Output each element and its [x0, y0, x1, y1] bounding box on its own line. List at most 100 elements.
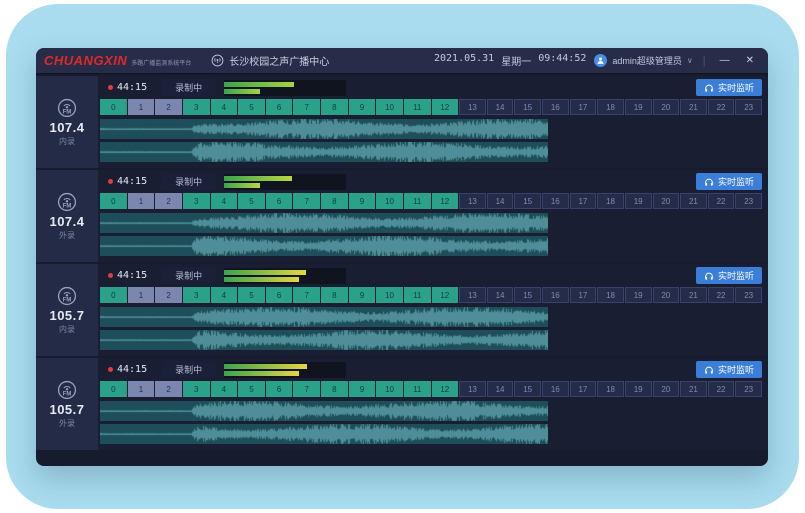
hour-cell[interactable]: 23	[735, 99, 762, 115]
hour-cell[interactable]: 20	[652, 99, 680, 115]
hour-cell[interactable]: 11	[403, 99, 431, 115]
hour-cell[interactable]: 18	[597, 287, 624, 303]
hour-cell[interactable]: 3	[182, 381, 210, 397]
hour-cell[interactable]: 23	[735, 287, 762, 303]
hour-cell[interactable]: 12	[431, 381, 459, 397]
hour-cell[interactable]: 16	[542, 287, 569, 303]
hour-cell[interactable]: 1	[127, 193, 155, 209]
hour-cell[interactable]: 1	[127, 287, 155, 303]
hour-cell[interactable]: 1	[127, 381, 155, 397]
hour-cell[interactable]: 4	[210, 193, 238, 209]
minimize-button[interactable]: —	[716, 54, 734, 68]
hour-cell[interactable]: 18	[597, 99, 624, 115]
hour-cell[interactable]: 16	[542, 381, 569, 397]
hour-cell[interactable]: 23	[735, 193, 762, 209]
hour-cell[interactable]: 7	[293, 381, 320, 397]
hour-cell[interactable]: 19	[624, 99, 652, 115]
hour-cell[interactable]: 15	[514, 99, 541, 115]
hour-cell[interactable]: 10	[376, 193, 403, 209]
hour-cell[interactable]: 0	[100, 381, 127, 397]
hour-cell[interactable]: 10	[376, 287, 403, 303]
hour-cell[interactable]: 17	[569, 193, 597, 209]
hour-cell[interactable]: 5	[238, 193, 265, 209]
hour-cell[interactable]: 20	[652, 287, 680, 303]
hour-cell[interactable]: 11	[403, 193, 431, 209]
hour-cell[interactable]: 2	[155, 193, 182, 209]
hour-cell[interactable]: 17	[569, 287, 597, 303]
hour-cell[interactable]: 13	[459, 193, 486, 209]
hour-cell[interactable]: 22	[707, 381, 735, 397]
hour-cell[interactable]: 5	[238, 99, 265, 115]
hour-cell[interactable]: 3	[182, 99, 210, 115]
listen-button[interactable]: 实时监听	[695, 267, 762, 284]
hour-cell[interactable]: 15	[514, 193, 541, 209]
hour-cell[interactable]: 17	[569, 99, 597, 115]
hour-cell[interactable]: 21	[680, 193, 707, 209]
hour-cell[interactable]: 2	[155, 381, 182, 397]
hour-cell[interactable]: 23	[735, 381, 762, 397]
hour-cell[interactable]: 9	[348, 381, 376, 397]
hour-cell[interactable]: 9	[348, 99, 376, 115]
hour-cell[interactable]: 22	[707, 193, 735, 209]
hour-cell[interactable]: 19	[624, 193, 652, 209]
hour-cell[interactable]: 0	[100, 99, 127, 115]
hour-cell[interactable]: 6	[265, 287, 293, 303]
hour-cell[interactable]: 16	[542, 193, 569, 209]
hour-cell[interactable]: 21	[680, 287, 707, 303]
hour-cell[interactable]: 7	[293, 287, 320, 303]
hour-cell[interactable]: 11	[403, 381, 431, 397]
hour-cell[interactable]: 20	[652, 193, 680, 209]
hour-cell[interactable]: 16	[542, 99, 569, 115]
hour-cell[interactable]: 12	[431, 99, 459, 115]
hour-cell[interactable]: 8	[321, 287, 348, 303]
listen-button[interactable]: 实时监听	[695, 361, 762, 378]
hour-cell[interactable]: 5	[238, 287, 265, 303]
hour-cell[interactable]: 18	[597, 381, 624, 397]
hour-cell[interactable]: 14	[486, 381, 514, 397]
hour-cell[interactable]: 2	[155, 287, 182, 303]
hour-cell[interactable]: 8	[321, 193, 348, 209]
hour-cell[interactable]: 17	[569, 381, 597, 397]
hour-cell[interactable]: 13	[459, 381, 486, 397]
user-menu[interactable]: admin超级管理员 ∨	[594, 54, 693, 67]
hour-cell[interactable]: 13	[459, 287, 486, 303]
hour-cell[interactable]: 12	[431, 287, 459, 303]
hour-cell[interactable]: 6	[265, 193, 293, 209]
hour-cell[interactable]: 14	[486, 99, 514, 115]
hour-cell[interactable]: 7	[293, 193, 320, 209]
hour-cell[interactable]: 4	[210, 99, 238, 115]
hour-cell[interactable]: 6	[265, 99, 293, 115]
hour-cell[interactable]: 6	[265, 381, 293, 397]
hour-cell[interactable]: 0	[100, 287, 127, 303]
hour-cell[interactable]: 1	[127, 99, 155, 115]
hour-cell[interactable]: 3	[182, 193, 210, 209]
hour-cell[interactable]: 5	[238, 381, 265, 397]
hour-cell[interactable]: 22	[707, 287, 735, 303]
hour-cell[interactable]: 4	[210, 287, 238, 303]
hour-cell[interactable]: 3	[182, 287, 210, 303]
hour-cell[interactable]: 20	[652, 381, 680, 397]
hour-cell[interactable]: 10	[376, 99, 403, 115]
hour-cell[interactable]: 2	[155, 99, 182, 115]
hour-cell[interactable]: 9	[348, 193, 376, 209]
hour-cell[interactable]: 21	[680, 99, 707, 115]
close-button[interactable]: ✕	[742, 54, 758, 68]
hour-cell[interactable]: 14	[486, 193, 514, 209]
hour-cell[interactable]: 8	[321, 381, 348, 397]
hour-cell[interactable]: 9	[348, 287, 376, 303]
hour-cell[interactable]: 22	[707, 99, 735, 115]
hour-cell[interactable]: 19	[624, 287, 652, 303]
listen-button[interactable]: 实时监听	[695, 173, 762, 190]
hour-cell[interactable]: 7	[293, 99, 320, 115]
hour-cell[interactable]: 13	[459, 99, 486, 115]
hour-cell[interactable]: 11	[403, 287, 431, 303]
hour-cell[interactable]: 0	[100, 193, 127, 209]
hour-cell[interactable]: 14	[486, 287, 514, 303]
hour-cell[interactable]: 15	[514, 287, 541, 303]
hour-cell[interactable]: 18	[597, 193, 624, 209]
hour-cell[interactable]: 4	[210, 381, 238, 397]
hour-cell[interactable]: 21	[680, 381, 707, 397]
hour-cell[interactable]: 15	[514, 381, 541, 397]
hour-cell[interactable]: 19	[624, 381, 652, 397]
listen-button[interactable]: 实时监听	[695, 79, 762, 96]
